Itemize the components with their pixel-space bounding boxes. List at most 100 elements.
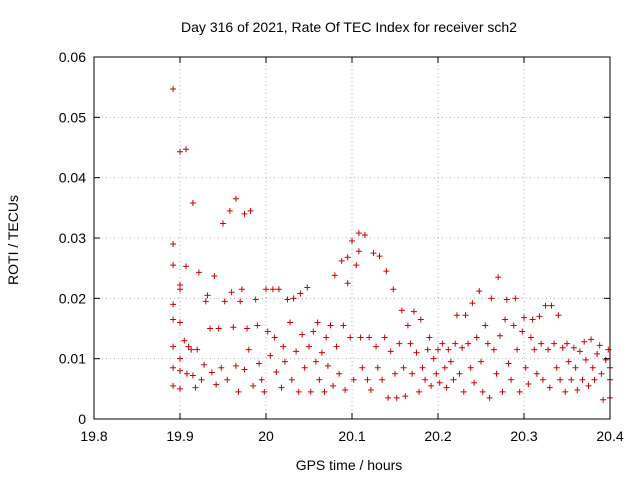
data-point <box>202 298 209 305</box>
data-point <box>189 372 196 379</box>
data-point <box>271 334 278 341</box>
data-point <box>568 376 575 383</box>
data-point <box>456 370 463 377</box>
data-point <box>304 284 311 291</box>
data-point <box>581 338 588 345</box>
data-point <box>278 384 285 391</box>
data-point <box>396 340 403 347</box>
data-point <box>344 280 351 287</box>
data-point <box>495 274 502 281</box>
data-point <box>287 319 294 326</box>
data-point <box>201 361 208 368</box>
data-point <box>602 356 609 363</box>
data-point <box>502 316 509 323</box>
y-tick-label: 0.03 <box>59 230 86 246</box>
data-points <box>170 85 613 403</box>
data-point <box>465 340 472 347</box>
data-point <box>426 334 433 341</box>
data-point <box>170 316 177 323</box>
data-point <box>185 343 192 350</box>
data-point <box>436 379 443 386</box>
data-point <box>383 268 390 275</box>
data-point <box>235 388 242 395</box>
data-point <box>252 296 259 303</box>
data-point <box>546 384 553 391</box>
data-point <box>393 394 400 401</box>
data-point <box>428 382 435 389</box>
data-point <box>570 344 577 351</box>
data-point <box>250 382 257 389</box>
data-point <box>342 387 349 394</box>
x-tick-label: 20 <box>258 428 274 444</box>
data-point <box>192 384 199 391</box>
data-point <box>194 346 201 353</box>
data-point <box>340 322 347 329</box>
data-point <box>237 298 244 305</box>
data-point <box>218 364 225 371</box>
data-point <box>514 346 521 353</box>
data-point <box>459 344 466 351</box>
data-point <box>267 352 274 359</box>
data-point <box>545 346 552 353</box>
data-point <box>301 364 308 371</box>
data-point <box>226 207 233 214</box>
data-point <box>183 263 190 270</box>
x-axis-title: GPS time / hours <box>296 457 403 473</box>
data-point <box>433 370 440 377</box>
data-point <box>402 393 409 400</box>
data-point <box>445 346 452 353</box>
data-point <box>295 388 302 395</box>
data-point <box>347 334 354 341</box>
data-point <box>416 388 423 395</box>
data-point <box>510 322 517 329</box>
data-point <box>589 364 596 371</box>
data-point <box>181 337 188 344</box>
data-point <box>280 343 287 350</box>
data-point <box>258 376 265 383</box>
data-point <box>177 355 183 362</box>
data-point <box>177 286 183 293</box>
data-point <box>183 370 190 377</box>
data-point <box>576 348 583 355</box>
data-point <box>419 364 426 371</box>
data-point <box>538 340 545 347</box>
data-point <box>207 325 214 332</box>
x-tick-label: 20.4 <box>596 428 623 444</box>
data-point <box>490 346 497 353</box>
x-tick-label: 20.2 <box>424 428 451 444</box>
data-point <box>398 307 405 314</box>
data-point <box>177 148 183 155</box>
data-point <box>548 302 555 309</box>
data-point <box>336 370 343 377</box>
data-point <box>370 250 377 257</box>
data-point <box>482 322 489 329</box>
data-point <box>447 358 454 365</box>
data-point <box>359 364 366 371</box>
data-point <box>349 238 355 245</box>
data-point <box>422 376 429 383</box>
grid-lines <box>94 57 610 419</box>
data-point <box>177 385 183 392</box>
data-point <box>476 288 483 295</box>
data-point <box>357 334 364 341</box>
data-point <box>355 230 362 237</box>
data-point <box>553 364 560 371</box>
data-point <box>269 286 276 293</box>
data-point <box>373 343 380 350</box>
data-point <box>195 269 202 276</box>
data-point <box>400 364 407 371</box>
x-tick-label: 19.8 <box>80 428 107 444</box>
data-point <box>254 322 261 329</box>
data-point <box>364 376 371 383</box>
data-point <box>230 324 237 331</box>
data-point <box>264 328 271 335</box>
data-point <box>585 382 592 389</box>
data-point <box>263 286 269 293</box>
data-point <box>452 340 459 347</box>
data-point <box>316 376 323 383</box>
data-point <box>469 300 476 307</box>
data-point <box>321 388 328 395</box>
data-point <box>213 381 220 388</box>
data-point <box>564 340 570 347</box>
data-point <box>324 362 331 369</box>
